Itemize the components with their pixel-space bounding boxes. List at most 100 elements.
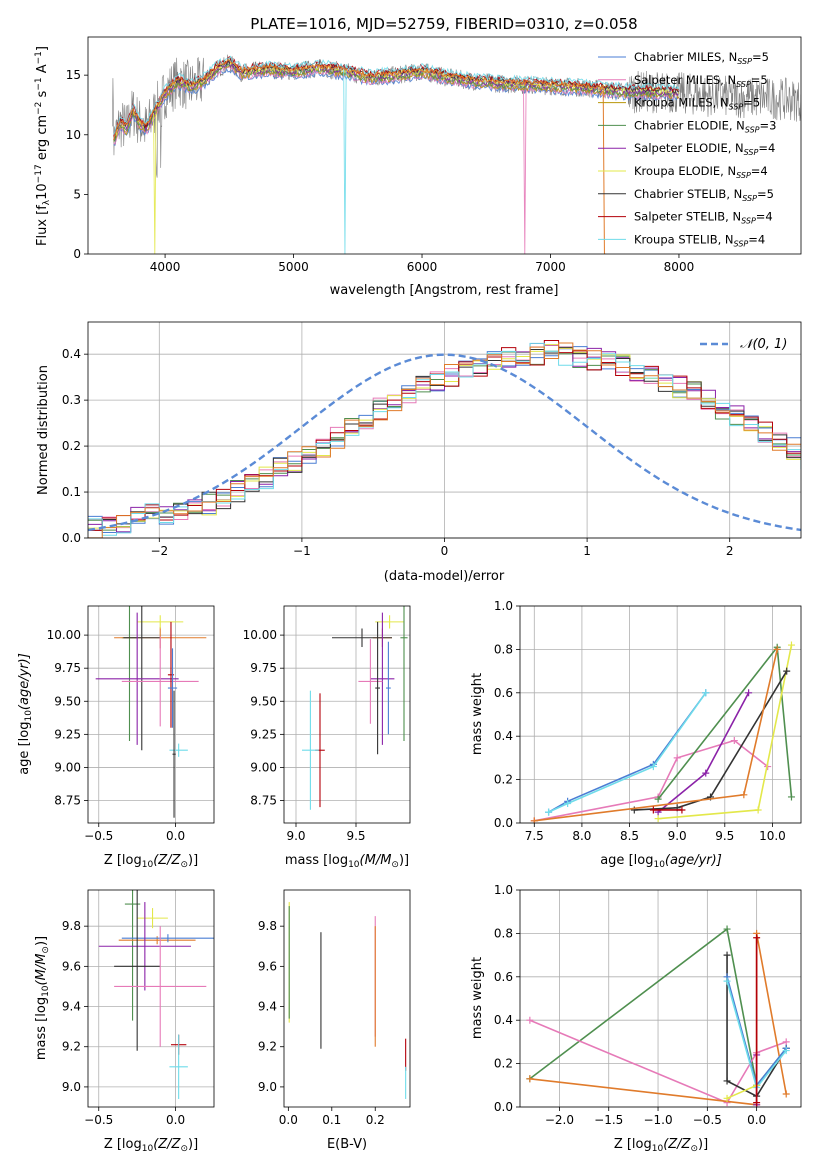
histogram-step	[88, 342, 801, 538]
x-axis-label-part: Z [log	[104, 853, 142, 868]
x-axis-label-part: ⊙	[391, 860, 399, 870]
y-axis-label-part: (M/M	[34, 954, 49, 986]
x-axis-label-part: (Z/Z	[663, 1137, 691, 1152]
x-tick-label: −0.5	[84, 1113, 113, 1127]
x-axis-label-part: 10	[653, 860, 665, 870]
y-tick-label: 8.75	[54, 794, 81, 808]
x-tick-label: 0.1	[322, 1113, 341, 1127]
series-marker	[723, 977, 731, 985]
legend-label-suffix: =3	[760, 118, 777, 132]
x-tick-label: 1	[583, 544, 591, 558]
y-tick-label: 9.4	[258, 1000, 277, 1014]
x-tick-label: −2	[150, 544, 168, 558]
series-marker	[783, 667, 791, 675]
axes-mass-vs-EBV: 0.0 0.1 0.2 9.0 9.2 9.4 9.6 9.8 E(B-V)	[258, 889, 411, 1152]
y-tick-label: 9.0	[258, 1080, 277, 1094]
legend-label-text: Chabrier STELIB, N	[634, 187, 742, 201]
legend-label: Kroupa STELIB, NSSP=4	[634, 232, 765, 248]
series-line	[548, 692, 707, 813]
legend-label: Salpeter ELODIE, NSSP=4	[634, 141, 775, 157]
y-tick-label: 0.1	[62, 485, 81, 499]
series-marker	[723, 951, 731, 959]
y-axis-label-part: −1	[34, 51, 44, 64]
y-axis-label-part: ⊙	[41, 946, 51, 954]
model-spectrum	[113, 55, 680, 254]
legend-label-suffix: =5	[751, 73, 768, 87]
legend-label-suffix: =5	[752, 50, 769, 64]
y-tick-label: 0.4	[494, 729, 513, 743]
plot-area-spectrum	[112, 54, 801, 254]
plot-area-mass-weight-vs-Z	[526, 925, 790, 1107]
series-marker	[723, 1077, 731, 1085]
histogram-step	[88, 340, 801, 531]
y-tick-label: 0.3	[62, 393, 81, 407]
series-marker	[649, 806, 657, 814]
y-tick-label: 9.00	[250, 760, 277, 774]
axes-mass-weight-vs-Z: −2.0 −1.5 −1.0 −0.5 0.0 0.0 0.2 0.4 0.6 0.8 1.0 Z […	[470, 883, 802, 1154]
model-spectrum	[113, 58, 606, 254]
legend-label-text: Salpeter ELODIE, N	[634, 141, 744, 155]
y-tick-label: 0.4	[494, 1013, 513, 1027]
axes-spectrum: 4000 5000 6000 7000 8000 0 5 10 15 PLATE=1016, MJ…	[34, 15, 802, 298]
legend-label-suffix: =4	[758, 141, 775, 155]
x-axis-label: (data-model)/error	[384, 569, 505, 584]
x-axis-label: Z [log10(Z/Z⊙)]	[104, 1137, 198, 1154]
x-axis-label-part: 10	[348, 860, 360, 870]
series-marker	[702, 689, 710, 697]
y-axis-label-part: age [log	[17, 722, 32, 775]
model-spectrum	[113, 57, 680, 141]
y-tick-label: 10	[66, 128, 81, 142]
x-axis-label: Z [log10(Z/Z⊙)]	[104, 853, 198, 870]
y-axis-label: mass [log10(M/M⊙)]	[34, 936, 51, 1060]
y-axis-label-part: ]	[35, 46, 50, 51]
y-tick-label: 1.0	[494, 883, 513, 897]
series-marker	[740, 791, 748, 799]
axes-frame	[283, 889, 411, 1108]
histogram-step	[88, 346, 801, 534]
y-axis-label-part: 10	[24, 710, 34, 722]
y-axis-label: Normed distribution	[36, 365, 51, 495]
x-tick-label: 8.0	[572, 829, 591, 843]
y-tick-label: 8.75	[250, 794, 277, 808]
plot-area-mass-vs-EBV	[288, 902, 407, 1099]
legend-label-suffix: =5	[743, 96, 760, 110]
x-axis-label: E(B-V)	[327, 1137, 367, 1152]
y-tick-label: 0.8	[494, 926, 513, 940]
x-axis-label: wavelength [Angstrom, rest frame]	[330, 283, 559, 298]
legend-label: 𝒩(0, 1)	[740, 337, 787, 352]
x-axis-label-part: )]	[399, 853, 409, 868]
y-tick-label: 9.75	[250, 661, 277, 675]
y-axis-label: age [log10(age/yr)]	[17, 653, 34, 775]
legend-label: Salpeter MILES, NSSP=5	[634, 73, 768, 89]
legend-label-sub: SSP	[737, 57, 752, 66]
y-axis-label-part: s	[35, 90, 50, 101]
x-tick-label: 5000	[278, 260, 309, 274]
series-marker	[678, 806, 686, 814]
x-axis-label-part: Z [log	[104, 1137, 142, 1152]
x-tick-label: −1.0	[643, 1113, 672, 1127]
y-tick-label: 0	[73, 247, 81, 261]
y-axis-label-part: mass [log	[34, 997, 49, 1060]
axes-mass-weight-vs-age: 7.5 8.0 8.5 9.0 9.5 10.0 0.0 0.2 0.4 0.6 0.8 1.0 age…	[470, 599, 802, 870]
y-tick-label: 0.2	[62, 439, 81, 453]
y-tick-label: 15	[66, 68, 81, 82]
y-tick-label: 0.0	[494, 1100, 513, 1114]
y-tick-label: 0.2	[494, 773, 513, 787]
y-tick-label: 10.00	[243, 628, 277, 642]
series-line	[726, 955, 787, 1098]
y-tick-label: 1.0	[494, 599, 513, 613]
axes-frame	[283, 605, 411, 824]
x-tick-label: 9.0	[286, 829, 305, 843]
x-axis-label-part: ⊙	[690, 1144, 698, 1154]
legend-label-sub: SSP	[744, 148, 759, 157]
y-axis-label-part: A	[35, 64, 50, 77]
y-tick-label: 9.00	[54, 760, 81, 774]
axes-mass-vs-Z: −0.5 0.09.09.29.49.69.8Z [log10(Z/Z⊙)]mas…	[34, 889, 215, 1154]
x-tick-label: 0.0	[279, 1113, 298, 1127]
x-tick-label: 9.5	[715, 829, 734, 843]
plot-area-age-vs-mass	[302, 606, 408, 810]
series-marker	[773, 645, 781, 653]
x-axis-label-part: 10	[142, 860, 154, 870]
x-tick-label: 0.0	[166, 829, 185, 843]
